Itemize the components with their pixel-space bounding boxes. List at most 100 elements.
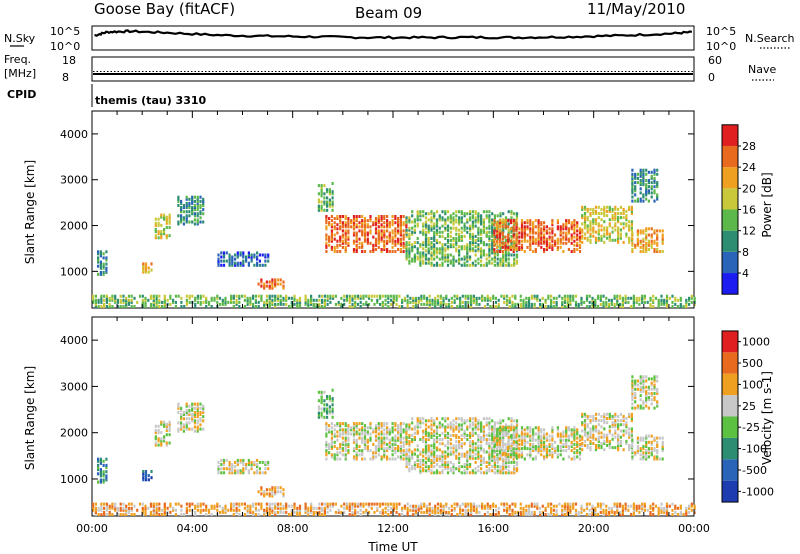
data-cell (493, 241, 496, 245)
data-cell (488, 421, 491, 425)
data-cell (463, 245, 466, 249)
data-cell (438, 421, 441, 425)
data-cell (540, 233, 543, 237)
data-cell (534, 426, 537, 430)
data-cell (665, 300, 669, 304)
data-cell (191, 206, 194, 209)
data-cell (449, 234, 452, 238)
data-cell (196, 220, 199, 224)
data-cell (486, 296, 489, 300)
data-cell (520, 428, 524, 432)
data-cell (323, 409, 326, 413)
data-cell (336, 223, 339, 227)
data-cell (340, 302, 343, 306)
data-cell (445, 302, 448, 306)
data-cell (344, 424, 347, 428)
data-cell (501, 221, 504, 225)
data-cell (354, 296, 357, 300)
data-cell (242, 469, 245, 473)
data-cell (247, 471, 250, 475)
data-cell (642, 389, 645, 393)
data-cell (355, 438, 358, 442)
data-cell (515, 467, 519, 471)
data-cell (583, 224, 587, 228)
data-cell (111, 294, 114, 298)
data-cell (645, 396, 648, 400)
data-cell (520, 442, 524, 446)
data-cell (344, 457, 347, 461)
data-cell (449, 442, 452, 446)
data-cell (630, 417, 633, 420)
data-cell (242, 251, 245, 255)
data-cell (265, 302, 268, 306)
data-cell (594, 429, 598, 433)
data-cell (405, 440, 408, 444)
data-cell (157, 424, 160, 428)
data-cell (523, 428, 526, 432)
data-cell (111, 504, 114, 508)
data-cell (438, 454, 441, 458)
data-cell (265, 284, 268, 288)
data-cell (545, 241, 548, 245)
data-cell (356, 294, 360, 298)
data-cell (430, 431, 433, 435)
data-cell (529, 243, 532, 247)
data-cell (597, 232, 600, 236)
data-cell (105, 305, 108, 308)
data-cell (493, 433, 496, 437)
data-cell (397, 223, 400, 227)
data-cell (363, 424, 367, 428)
data-cell (264, 253, 267, 257)
data-cell (352, 219, 356, 223)
data-cell (577, 302, 580, 306)
data-cell (555, 305, 558, 308)
data-cell (174, 294, 177, 298)
data-cell (402, 215, 405, 218)
data-cell (336, 451, 339, 455)
data-cell (631, 250, 634, 253)
data-cell (326, 302, 329, 306)
data-cell (154, 437, 157, 441)
data-cell (444, 417, 447, 421)
data-cell (268, 294, 271, 298)
data-cell (642, 231, 645, 235)
data-cell (157, 443, 160, 447)
noise-right-tick-bottom: 10^0 (706, 40, 736, 53)
data-cell (649, 298, 652, 302)
data-cell (325, 233, 328, 237)
data-cell (471, 429, 474, 433)
data-cell (168, 213, 171, 217)
date-title: 11/May/2010 (587, 0, 685, 18)
data-cell (111, 305, 114, 308)
data-cell (520, 229, 524, 233)
data-cell (405, 465, 408, 469)
data-cell (661, 237, 664, 241)
data-cell (486, 294, 489, 298)
data-cell (358, 237, 361, 241)
data-cell (563, 305, 566, 308)
data-cell (293, 296, 296, 300)
data-cell (570, 227, 573, 231)
data-cell (165, 443, 168, 447)
data-cell (565, 223, 568, 227)
data-cell (603, 448, 606, 452)
data-cell (645, 451, 648, 455)
data-cell (469, 425, 472, 429)
data-cell (485, 423, 488, 427)
data-cell (394, 436, 397, 440)
data-cell (424, 444, 428, 448)
data-cell (361, 219, 364, 223)
data-cell (422, 251, 425, 255)
data-cell (92, 508, 95, 512)
data-cell (172, 298, 175, 302)
data-cell (617, 232, 620, 236)
data-cell (565, 438, 568, 442)
data-cell (103, 502, 106, 506)
colorbar-tick-label: 20 (742, 182, 756, 195)
data-cell (477, 261, 480, 265)
data-cell (380, 430, 383, 434)
data-cell (202, 208, 205, 212)
data-cell (488, 224, 491, 228)
data-cell (196, 425, 199, 429)
data-cell (656, 250, 659, 253)
